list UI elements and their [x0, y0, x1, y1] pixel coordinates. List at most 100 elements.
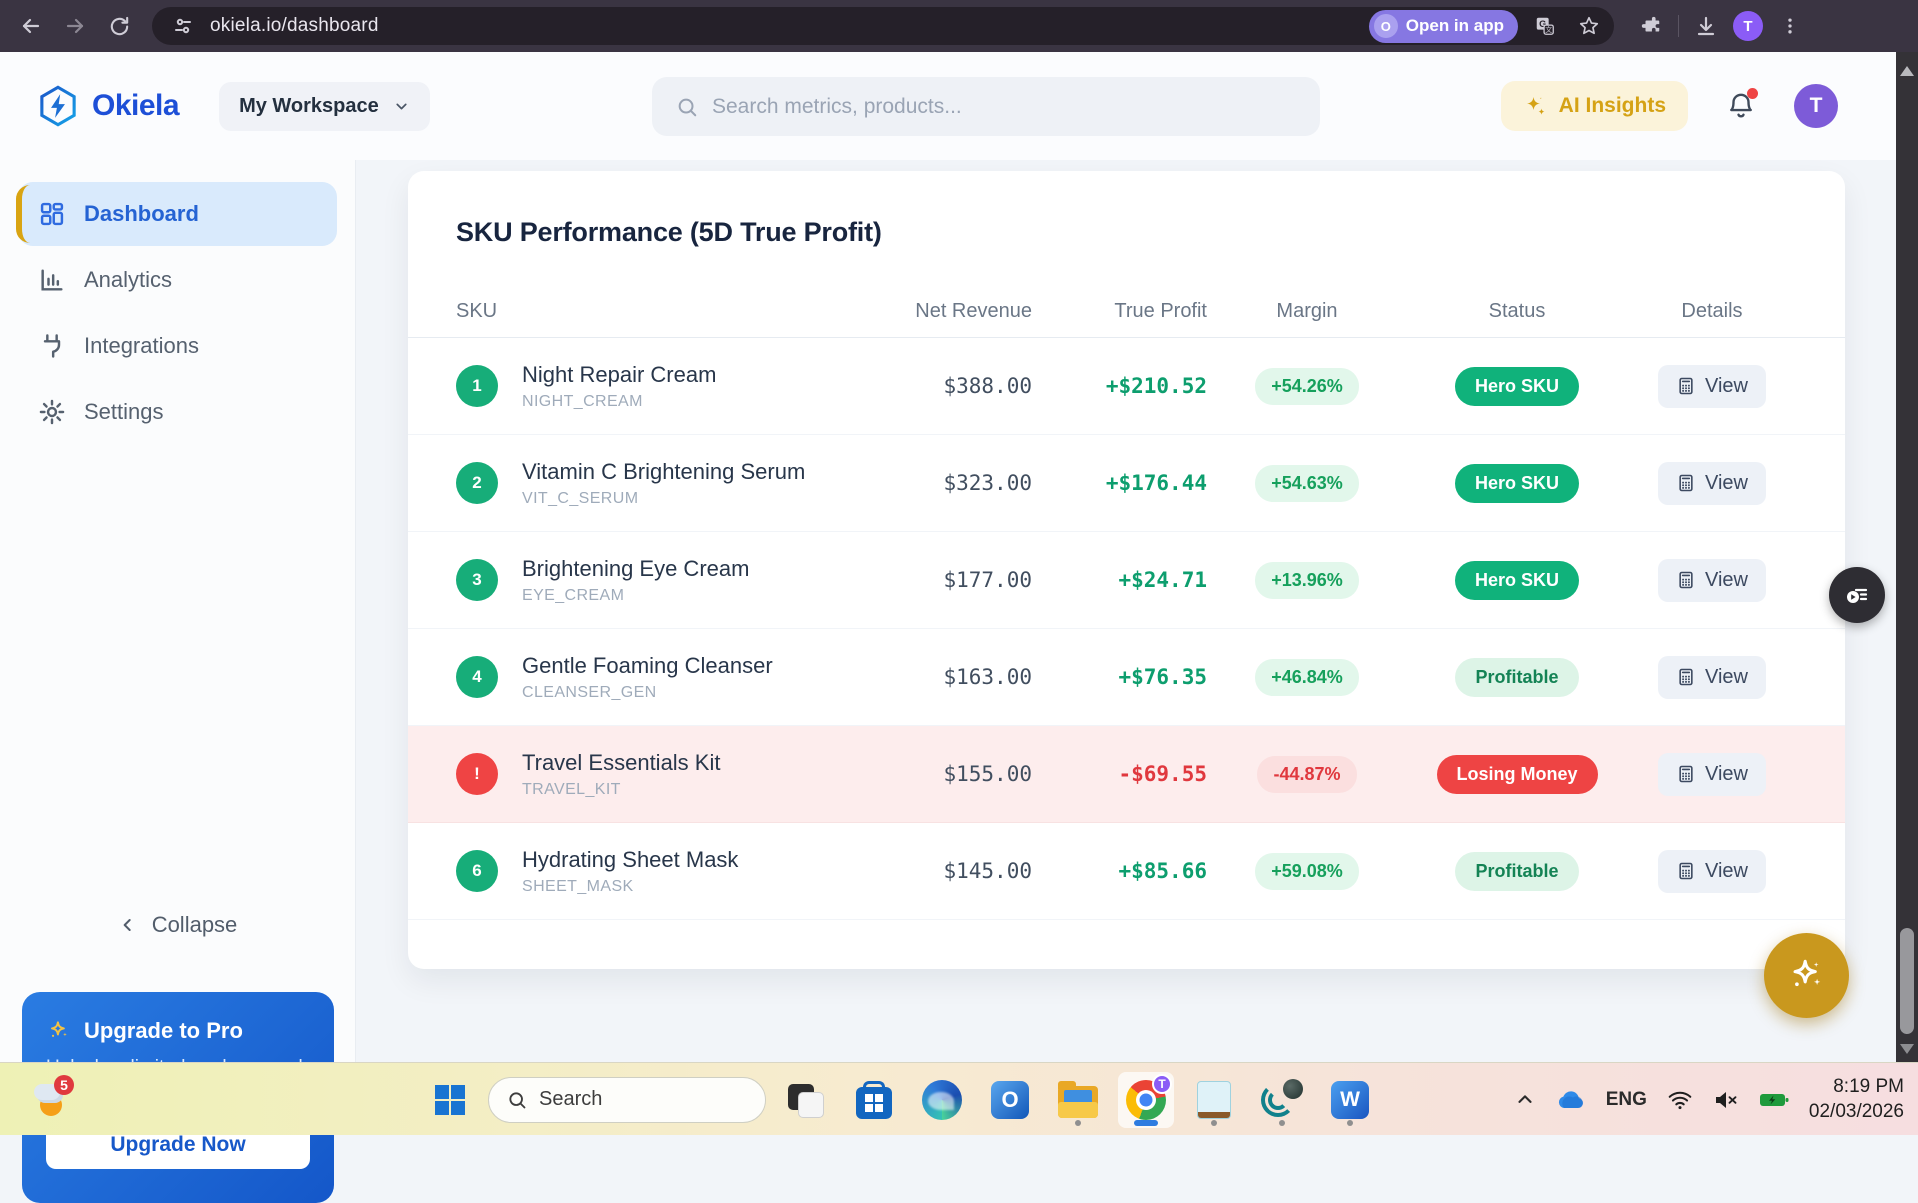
view-button[interactable]: View: [1658, 461, 1766, 505]
url-text[interactable]: okiela.io/dashboard: [210, 15, 379, 36]
bell-icon: [1730, 93, 1752, 118]
reload-icon[interactable]: [100, 7, 138, 45]
chrome-profile-badge: T: [1152, 1073, 1172, 1094]
taskbar-edge[interactable]: [914, 1072, 970, 1128]
sparkle-icon: [1793, 959, 1820, 986]
extensions-icon[interactable]: [1634, 9, 1668, 43]
margin-badge: +59.08%: [1255, 852, 1359, 890]
browser-actions: T: [1634, 9, 1807, 43]
view-button[interactable]: View: [1658, 364, 1766, 408]
brand-logo[interactable]: Okiela: [36, 84, 180, 128]
downloads-icon[interactable]: [1689, 9, 1723, 43]
search-input[interactable]: Search metrics, products...: [652, 77, 1320, 136]
calculator-icon: [1679, 668, 1693, 686]
ai-assistant-fab[interactable]: [1764, 933, 1849, 1018]
running-indicator: [1211, 1119, 1217, 1126]
collapse-button[interactable]: Collapse: [0, 912, 355, 938]
sidebar-item-dashboard[interactable]: Dashboard: [16, 182, 337, 246]
page-scrollbar[interactable]: [1896, 52, 1918, 1062]
table-row: 3 Brightening Eye Cream EYE_CREAM $177.0…: [408, 532, 1845, 629]
taskbar-word[interactable]: W: [1322, 1072, 1378, 1128]
site-info-icon[interactable]: [166, 9, 200, 43]
scroll-up-arrow[interactable]: [1900, 66, 1914, 76]
tray-chevron-up-icon[interactable]: [1514, 1089, 1536, 1111]
sku-name: Travel Essentials Kit: [522, 749, 721, 775]
forward-icon[interactable]: [56, 7, 94, 45]
status-badge: Losing Money: [1436, 754, 1598, 794]
sidebar-item-analytics[interactable]: Analytics: [18, 248, 337, 312]
taskbar-chrome[interactable]: T: [1118, 1071, 1174, 1128]
taskbar-media-orb[interactable]: [1254, 1072, 1310, 1128]
workspace-selector[interactable]: My Workspace: [219, 81, 430, 131]
view-button[interactable]: View: [1658, 849, 1766, 893]
sku-rank-badge: 4: [456, 656, 498, 698]
status-badge: Hero SKU: [1454, 463, 1579, 503]
sku-rank-badge: 3: [456, 559, 498, 601]
onedrive-icon[interactable]: [1556, 1089, 1586, 1111]
taskbar-search[interactable]: Search: [488, 1076, 766, 1123]
brand-name: Okiela: [92, 89, 180, 122]
reading-list-fab[interactable]: [1829, 567, 1885, 623]
notifications-button[interactable]: [1726, 88, 1758, 121]
microsoft-store-icon: [856, 1086, 892, 1119]
search-placeholder: Search metrics, products...: [712, 94, 962, 118]
calculator-icon: [1679, 862, 1693, 880]
start-button[interactable]: [424, 1074, 476, 1126]
calculator-icon: [1679, 571, 1693, 589]
sidebar-item-settings[interactable]: Settings: [18, 380, 337, 444]
margin-badge: +54.26%: [1255, 367, 1359, 405]
ai-insights-button[interactable]: AI Insights: [1500, 81, 1688, 131]
calculator-icon: [1679, 765, 1693, 783]
sparkle-icon: [1526, 97, 1545, 115]
menu-icon[interactable]: [1773, 9, 1807, 43]
word-icon: W: [1331, 1080, 1369, 1119]
taskbar-file-explorer[interactable]: [1050, 1072, 1106, 1128]
widgets-button[interactable]: 5: [28, 1075, 76, 1123]
sku-code: SHEET_MASK: [522, 877, 634, 895]
true-profit-value: +$85.66: [1118, 859, 1207, 883]
browser-profile-avatar[interactable]: T: [1733, 11, 1763, 41]
margin-badge: -44.87%: [1257, 755, 1357, 793]
margin-badge: +54.63%: [1255, 464, 1359, 502]
taskbar-outlook[interactable]: O: [982, 1072, 1038, 1128]
language-indicator[interactable]: ENG: [1605, 1088, 1647, 1110]
running-indicator: [1279, 1119, 1285, 1126]
card-title: SKU Performance (5D True Profit): [456, 217, 882, 247]
open-in-app-button[interactable]: O Open in app: [1368, 9, 1518, 43]
battery-charging-icon[interactable]: [1759, 1091, 1789, 1109]
open-in-app-icon: O: [1373, 14, 1398, 38]
sku-name: Vitamin C Brightening Serum: [522, 458, 806, 484]
view-button[interactable]: View: [1658, 655, 1766, 699]
chevron-down-icon: [396, 103, 407, 109]
bookmark-star-icon[interactable]: [1572, 9, 1606, 43]
sidebar-item-integrations[interactable]: Integrations: [18, 314, 337, 378]
clock-time: 8:19 PM: [1833, 1075, 1904, 1097]
okiela-logo-icon: [40, 85, 76, 127]
sku-name: Brightening Eye Cream: [522, 555, 750, 581]
taskbar-microsoft-store[interactable]: [846, 1072, 902, 1128]
search-icon: [509, 1091, 526, 1108]
app-header: Okiela My Workspace Search metrics, prod…: [0, 52, 1896, 160]
view-button[interactable]: View: [1658, 558, 1766, 602]
scrollbar-thumb[interactable]: [1900, 928, 1914, 1034]
column-header-margin: Margin: [1276, 300, 1338, 322]
net-revenue-value: $155.00: [943, 762, 1032, 786]
sku-performance-card: SKU Performance (5D True Profit) SKU Net…: [408, 171, 1845, 969]
sku-code: TRAVEL_KIT: [522, 780, 621, 798]
user-avatar[interactable]: T: [1794, 84, 1838, 128]
wifi-icon[interactable]: [1667, 1089, 1693, 1111]
plug-icon: [43, 334, 61, 358]
taskbar-task-view[interactable]: [778, 1072, 834, 1128]
sparkle-icon: [50, 1021, 67, 1037]
outlook-icon: O: [991, 1080, 1029, 1119]
notification-dot: [1747, 88, 1758, 99]
volume-muted-icon[interactable]: [1713, 1089, 1739, 1111]
back-icon[interactable]: [12, 7, 50, 45]
view-button[interactable]: View: [1658, 752, 1766, 796]
scroll-down-arrow[interactable]: [1900, 1044, 1914, 1054]
taskbar-clock[interactable]: 8:19 PM 02/03/2026: [1809, 1075, 1904, 1124]
file-explorer-icon: [1058, 1080, 1098, 1118]
taskbar-notepad[interactable]: [1186, 1072, 1242, 1128]
